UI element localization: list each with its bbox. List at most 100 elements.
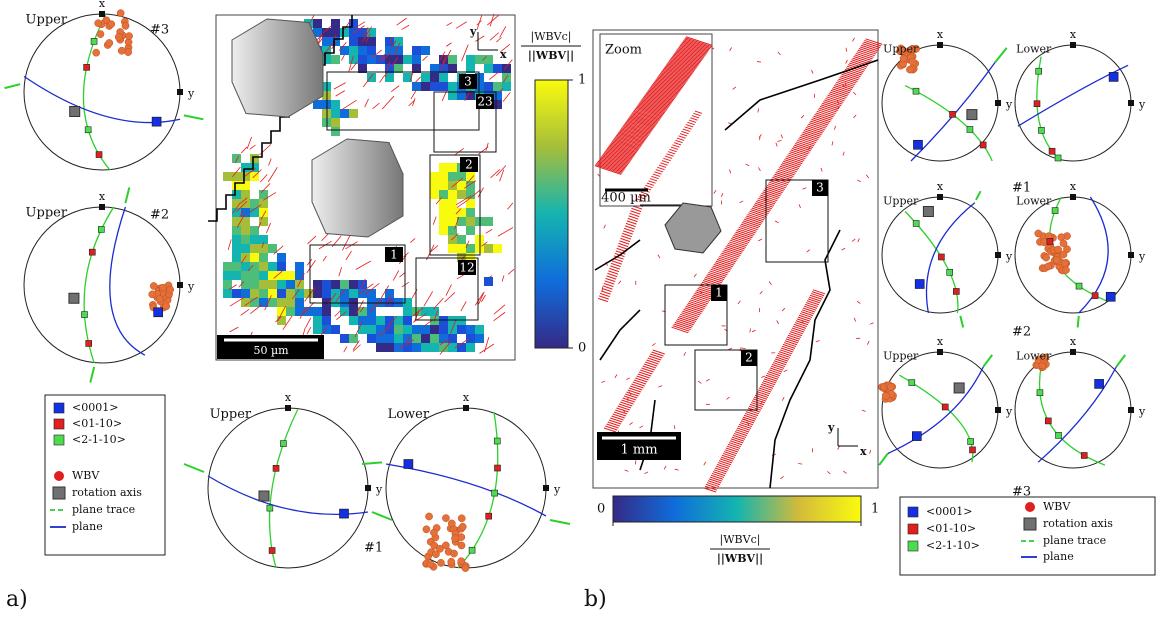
map-pixel [493,64,502,73]
map-pixel [331,28,340,37]
map-pixel [367,334,376,343]
wbv-arrow [609,267,620,273]
wbv-arrow [720,254,738,261]
wbv-arrow [623,123,651,134]
wbv-arrow [663,465,667,470]
wbv-arrow [787,334,801,340]
wbv-arrow [282,315,293,331]
wbv-arrow [647,357,660,363]
wbv-arrow [635,107,662,118]
wbv-arrow [686,304,704,311]
map-pixel [430,172,439,181]
map-pixel [331,118,340,127]
wbv-arrow [693,273,697,278]
wbv-arrow [621,127,649,137]
map-pixel [430,334,439,343]
wbv-arrow [636,106,663,117]
wbv-arrow [640,100,668,110]
wbv-arrow [757,389,771,395]
wbv-point [1041,353,1050,362]
map-pixel [430,82,439,91]
wbv-arrow [775,142,778,147]
map-pixel [457,217,466,226]
wbv-arrow [705,276,723,284]
map-pixel [286,280,295,289]
map-pixel [241,280,250,289]
map-pixel [430,64,439,73]
wbv-arrow [646,182,655,186]
map-pixel [250,199,259,208]
crystal [311,138,404,238]
wbv-arrow [306,260,316,274]
legend-label: <2-1-10> [926,539,980,552]
hemisphere-label: Upper [883,350,919,363]
map-pixel [385,46,394,55]
wbv-arrow [842,72,860,79]
pole-0001 [1108,72,1119,82]
wbv-arrow [608,419,622,425]
wbv-arrow [643,95,671,106]
wbv-arrow [625,393,638,399]
wbv-arrow [229,296,246,307]
wbv-arrow [260,183,271,193]
map-pixel [331,37,340,46]
wbv-arrow [785,338,799,344]
wbv-arrow [735,429,749,435]
wbv-arrow [656,77,684,88]
map-pixel [430,190,439,199]
wbv-arrow [851,238,856,242]
map-pixel [358,289,367,298]
wbv-arrow [726,396,730,400]
wbv-arrow [781,345,795,351]
pole-2-1-10 [468,546,476,554]
wbv-arrow [455,208,462,215]
wbv-arrow [608,145,636,156]
y-pole [177,282,183,288]
wbv-arrow [768,369,782,375]
wbv-arrow [336,311,347,321]
wbv-arrow [798,204,801,209]
wbv-arrow [862,43,880,50]
trace-tick [1115,354,1126,368]
wbv-arrow [643,363,657,369]
map-pixel [403,316,412,325]
wbv-arrow [710,474,724,480]
wbv-arrow [596,161,624,172]
wbv-arrow [795,320,809,326]
wbv-arrow [738,423,752,429]
wbv-arrow [650,353,663,359]
wbv-arrow [750,209,768,216]
wbv-arrow [637,104,665,115]
map-pixel [322,316,331,325]
wbv-arrow [658,385,663,388]
wbv-arrow [631,113,659,123]
wbv-arrow [854,54,872,61]
map-pixel [457,190,466,199]
map-pixel [322,307,331,316]
wbv-arrow [685,37,712,48]
wbv-arrow [789,151,807,158]
wbv-arrow [275,316,282,323]
pole-2-1-10 [280,440,287,447]
wbv-arrow [477,187,484,198]
wbv-arrow [858,48,876,55]
map-pixel [439,55,448,64]
wbv-arrow [390,40,397,50]
wbv-arrow [645,361,658,367]
wbv-arrow [677,317,696,324]
wbv-arrow [654,171,662,175]
wbv-arrow [348,55,354,73]
crack [769,229,841,489]
wbv-arrow [684,38,712,49]
pole-01-10 [941,403,949,411]
wbv-arrow [619,130,646,141]
wbv-arrow [302,301,315,315]
wbv-arrow [789,331,803,337]
wbv-arrow [628,117,656,128]
wbv-arrow [672,55,699,66]
wbv-arrow [669,58,697,69]
wbv-arrow [840,75,858,82]
wbv-arrow [830,89,848,97]
wbv-arrow [676,318,694,326]
wbv-arrow [249,144,256,150]
